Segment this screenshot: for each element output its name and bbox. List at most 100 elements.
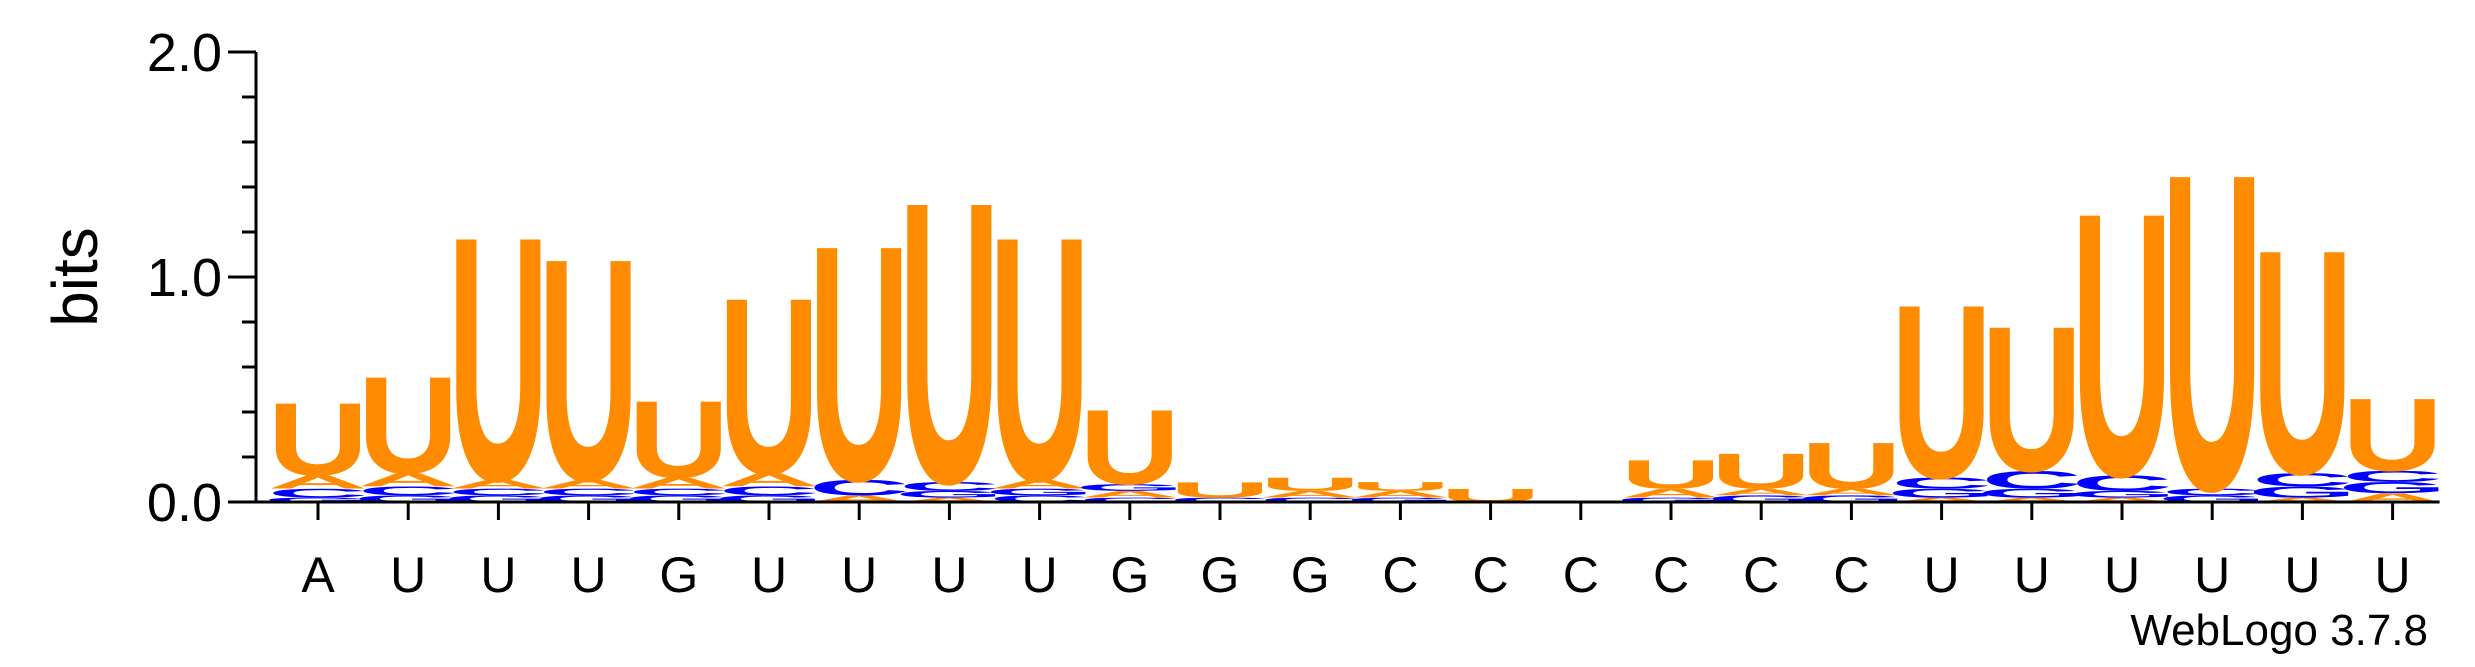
- logo-letter-c: C: [2342, 468, 2443, 486]
- logo-letter-c: C: [628, 487, 729, 498]
- logo-letter-u: U: [1801, 429, 1902, 503]
- logo-letter-u: U: [718, 247, 819, 527]
- letter-stack: CAU: [1260, 474, 1361, 503]
- y-axis-label: bits: [39, 227, 111, 327]
- logo-letter-a: A: [809, 494, 910, 505]
- logo-letter-c: C: [1891, 474, 1992, 492]
- logo-letter-c: C: [448, 487, 549, 498]
- logo-letter-g: G: [1887, 486, 1996, 500]
- logo-letter-a: A: [989, 477, 1090, 491]
- x-tick-label: U: [841, 547, 877, 603]
- logo-letter-a: A: [1620, 486, 1721, 500]
- y-tick-label: 0.0: [147, 473, 222, 533]
- logo-letter-c: C: [1079, 496, 1180, 503]
- logo-letter-u: U: [2071, 136, 2172, 556]
- x-tick-label: U: [2194, 547, 2230, 603]
- y-tick-label: 1.0: [147, 248, 222, 308]
- letter-stack: CU: [1169, 478, 1270, 504]
- logo-letter-c: C: [899, 479, 1000, 493]
- logo-letter-g: G: [715, 494, 824, 505]
- logo-letter-g: G: [895, 489, 1004, 500]
- logo-letter-u: U: [448, 165, 549, 555]
- logo-letter-a: A: [1801, 487, 1902, 498]
- logo-letter-a: A: [1079, 489, 1180, 500]
- logo-letter-g: G: [264, 496, 373, 503]
- x-tick-label: C: [1382, 547, 1418, 603]
- logo-letter-u: U: [538, 192, 639, 547]
- logo-letter-c: C: [267, 486, 368, 500]
- logo-letter-a: A: [718, 469, 819, 490]
- x-tick-label: A: [301, 547, 335, 603]
- logo-letter-g: G: [1797, 494, 1906, 505]
- logo-letter-a: A: [1350, 489, 1451, 500]
- x-tick-label: U: [2284, 547, 2320, 603]
- logo-letter-u: U: [1169, 478, 1270, 503]
- logo-letter-a: A: [358, 469, 459, 490]
- x-tick-label: U: [2104, 547, 2140, 603]
- logo-letter-g: G: [2248, 483, 2357, 501]
- logo-letter-g: G: [2068, 489, 2177, 500]
- x-tick-label: U: [480, 547, 516, 603]
- logo-letter-a: A: [2071, 496, 2172, 503]
- logo-letter-c: C: [1981, 466, 2082, 494]
- letter-stacks: GCAUGCAUGCAUGCAUGCAUGCAUACUAGCUCGAUCAGUC…: [264, 79, 2447, 584]
- logo-letter-c: C: [989, 494, 1090, 505]
- x-tick-label: U: [2014, 547, 2050, 603]
- x-tick-label: C: [1653, 547, 1689, 603]
- logo-letter-g: G: [444, 494, 553, 505]
- logo-letter-c: C: [2162, 487, 2263, 498]
- logo-letter-g: G: [624, 494, 733, 505]
- x-tick-label: U: [1924, 547, 1960, 603]
- logo-letter-c: C: [809, 475, 910, 500]
- y-axis: 0.0 1.0 2.0 bits: [39, 23, 258, 533]
- logo-letter-g: G: [1346, 496, 1455, 503]
- logo-letter-u: U: [809, 175, 910, 551]
- logo-letter-c: C: [2071, 471, 2172, 496]
- x-tick-label: G: [1291, 547, 1330, 603]
- x-tick-label: U: [571, 547, 607, 603]
- letter-stack: GAU: [1707, 444, 1816, 505]
- x-tick-label: U: [751, 547, 787, 603]
- logo-letter-u: U: [1260, 474, 1361, 495]
- x-tick-label: C: [1473, 547, 1509, 603]
- logo-letter-u: U: [1350, 479, 1451, 493]
- logo-letter-g: G: [1707, 494, 1816, 505]
- logo-letter-c: C: [1260, 496, 1361, 503]
- logo-letter-g: G: [985, 487, 1094, 498]
- logo-letter-u: U: [2252, 184, 2353, 542]
- logo-letter-a: A: [1260, 489, 1361, 500]
- x-tick-label: G: [1201, 547, 1240, 603]
- logo-letter-c: C: [1169, 496, 1270, 503]
- y-tick-label: 2.0: [147, 23, 222, 83]
- logo-letter-u: U: [2162, 79, 2263, 584]
- logo-letter-a: A: [899, 496, 1000, 503]
- logo-letter-c: C: [538, 487, 639, 498]
- x-tick-label: C: [1563, 547, 1599, 603]
- letter-stack: GAU: [1346, 479, 1455, 503]
- logo-letter-u: U: [1620, 452, 1721, 498]
- logo-letter-u: U: [1079, 388, 1180, 507]
- logo-letter-a: A: [2252, 496, 2353, 503]
- x-tick-label: G: [1110, 547, 1149, 603]
- logo-letter-a: A: [1891, 496, 1992, 503]
- x-tick-label: U: [931, 547, 967, 603]
- logo-letter-c: C: [358, 484, 459, 498]
- logo-letter-g: G: [354, 494, 463, 505]
- x-tick-label: C: [1833, 547, 1869, 603]
- logo-letter-g: G: [2158, 494, 2267, 505]
- logo-letter-u: U: [989, 165, 1090, 555]
- logo-letter-g: G: [1075, 482, 1184, 493]
- logo-letter-g: G: [1977, 486, 2086, 500]
- logo-letter-a: A: [628, 474, 729, 492]
